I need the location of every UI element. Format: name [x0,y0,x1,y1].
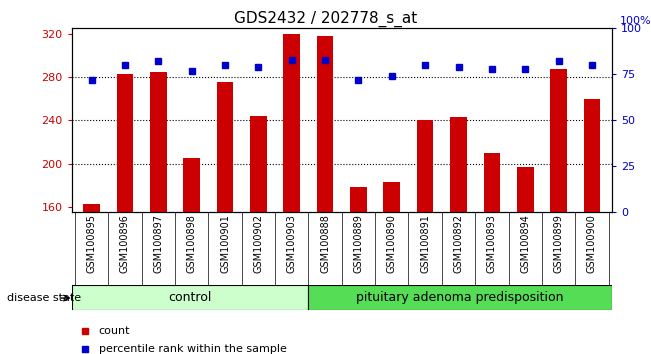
Bar [317,36,333,212]
Bar [72,285,309,310]
Bar [583,99,600,212]
Bar [150,72,167,212]
Bar [417,120,434,212]
Text: control: control [169,291,212,304]
Text: count: count [99,326,130,336]
Bar [117,74,133,212]
Bar [550,69,567,212]
Bar [83,204,100,212]
Text: 100%: 100% [620,17,651,27]
Bar [309,285,612,310]
Bar [484,153,500,212]
Bar [450,117,467,212]
Text: percentile rank within the sample: percentile rank within the sample [99,344,286,354]
Text: GDS2432 / 202778_s_at: GDS2432 / 202778_s_at [234,11,417,27]
Bar [217,82,233,212]
Bar [250,116,267,212]
Bar [517,167,534,212]
Bar [350,188,367,212]
Bar [184,158,200,212]
Text: disease state: disease state [7,293,81,303]
Text: pituitary adenoma predisposition: pituitary adenoma predisposition [357,291,564,304]
Bar [283,34,300,212]
Bar [383,182,400,212]
